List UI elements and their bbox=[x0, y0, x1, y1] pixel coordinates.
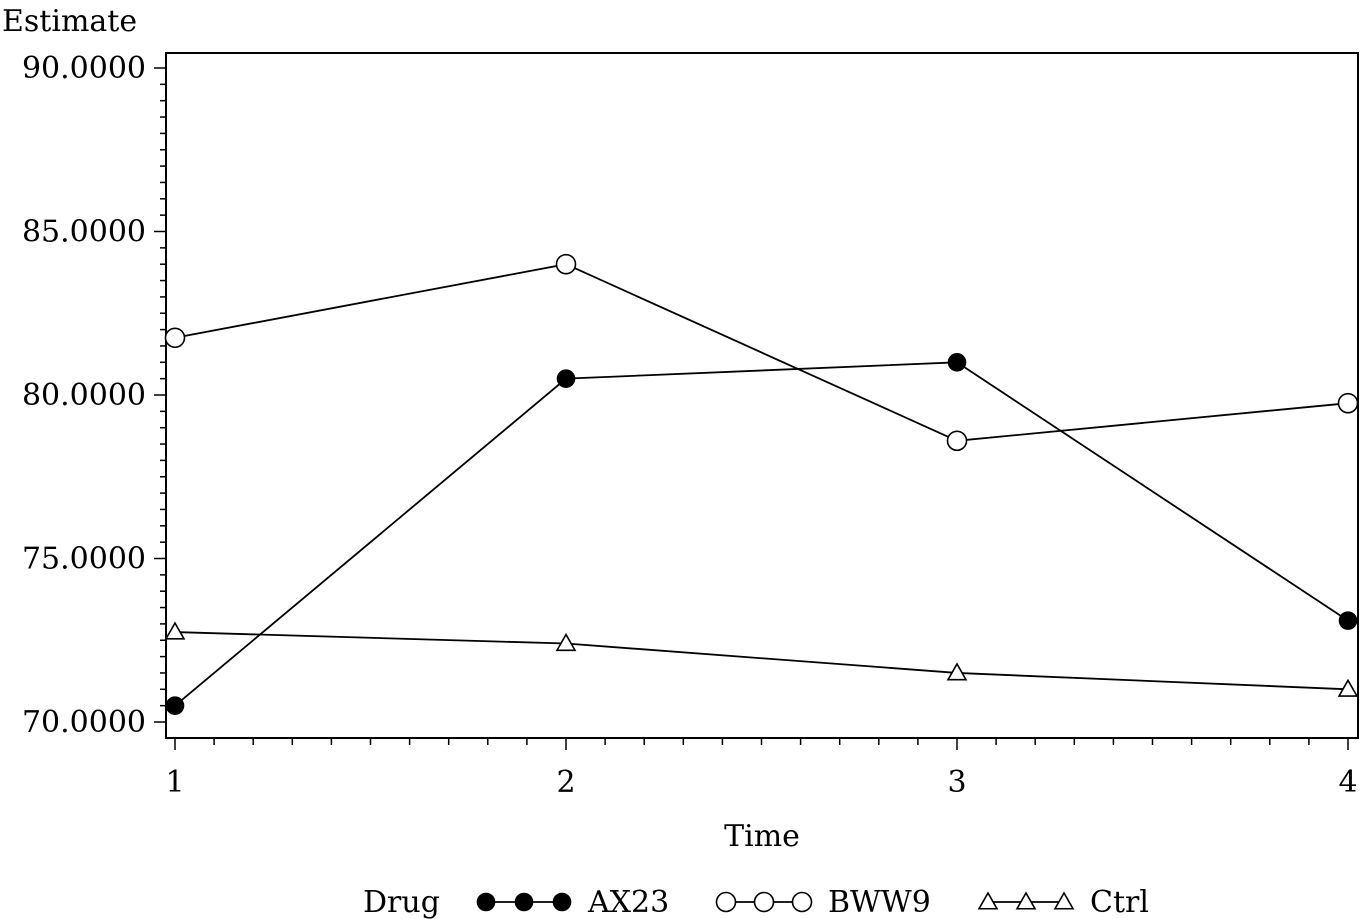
legend-label-ctrl: Ctrl bbox=[1090, 885, 1149, 919]
y-tick-label: 70.0000 bbox=[22, 705, 146, 740]
legend-marker-bww9 bbox=[753, 891, 775, 913]
legend-marker-ctrl bbox=[1015, 891, 1037, 910]
y-tick-label: 75.0000 bbox=[22, 542, 146, 577]
legend-marker-ctrl bbox=[1053, 891, 1075, 910]
plot-frame bbox=[165, 52, 1359, 739]
data-point-bww9 bbox=[164, 327, 186, 349]
legend-label-ax23: AX23 bbox=[587, 885, 669, 919]
legend-marker-ax23 bbox=[514, 892, 534, 912]
legend-marker-ax23 bbox=[552, 892, 572, 912]
series-line-bww9 bbox=[174, 263, 1349, 442]
y-axis: 70.0000 75.0000 80.0000 85.0000 90.0000 bbox=[22, 51, 166, 740]
data-point-bww9 bbox=[555, 253, 577, 275]
legend-item-ctrl: Ctrl bbox=[977, 885, 1149, 919]
legend: Drug AX23 BWW9 Ctrl bbox=[363, 885, 1149, 919]
legend-marker-ax23 bbox=[476, 892, 496, 912]
legend-item-ax23: AX23 bbox=[476, 885, 669, 919]
series-line-ax23 bbox=[174, 361, 1349, 707]
y-axis-title: Estimate bbox=[2, 4, 137, 39]
x-tick-label: 3 bbox=[947, 765, 966, 800]
y-tick-label: 90.0000 bbox=[22, 51, 146, 86]
data-point-bww9 bbox=[946, 430, 968, 452]
data-point-ax23 bbox=[947, 352, 967, 372]
x-axis: 1 2 3 4 bbox=[165, 738, 1358, 800]
data-point-ctrl bbox=[555, 632, 577, 652]
legend-marker-bww9 bbox=[791, 891, 813, 913]
data-point-ax23 bbox=[1338, 611, 1358, 630]
x-axis-title: Time bbox=[724, 819, 800, 854]
y-tick-label: 80.0000 bbox=[22, 378, 146, 413]
legend-item-bww9: BWW9 bbox=[715, 885, 931, 919]
data-point-ax23 bbox=[165, 696, 185, 715]
series-markers bbox=[164, 253, 1359, 715]
series-line-ctrl bbox=[174, 631, 1349, 691]
data-point-ctrl bbox=[946, 662, 968, 681]
x-tick-label: 4 bbox=[1338, 765, 1357, 800]
data-point-ctrl bbox=[164, 621, 186, 640]
x-tick-label: 1 bbox=[165, 765, 184, 800]
series-lines bbox=[174, 263, 1349, 707]
x-tick-label: 2 bbox=[556, 765, 575, 800]
data-point-ax23 bbox=[556, 369, 576, 388]
legend-title: Drug bbox=[363, 885, 440, 919]
data-point-ctrl bbox=[1337, 678, 1359, 697]
legend-marker-bww9 bbox=[715, 891, 737, 913]
data-point-bww9 bbox=[1337, 392, 1359, 414]
legend-marker-ctrl bbox=[977, 891, 999, 910]
legend-label-bww9: BWW9 bbox=[828, 885, 931, 919]
y-tick-label: 85.0000 bbox=[22, 215, 146, 250]
